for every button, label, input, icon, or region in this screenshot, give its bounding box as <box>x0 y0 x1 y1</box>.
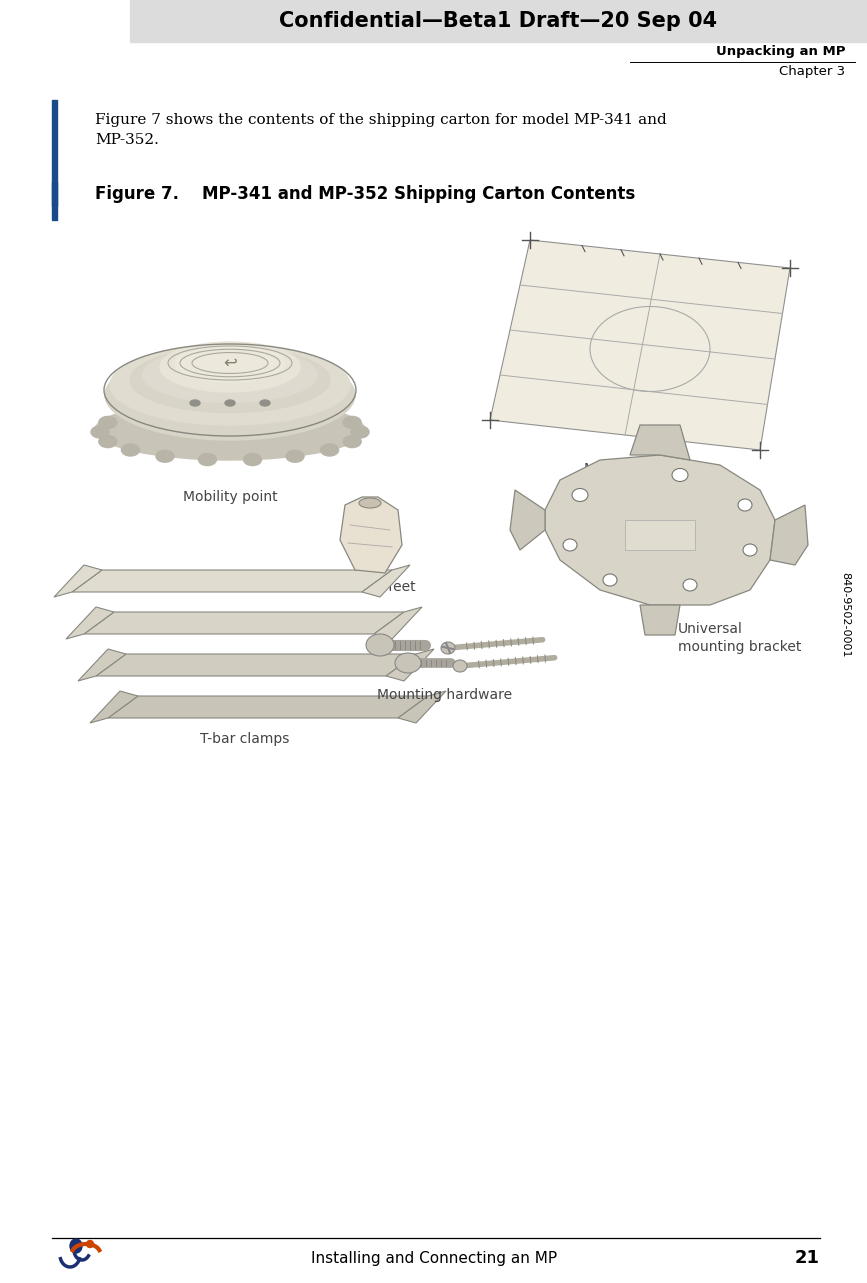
Polygon shape <box>78 649 126 681</box>
Ellipse shape <box>395 653 421 674</box>
Ellipse shape <box>70 1239 82 1253</box>
Text: Unpacking an MP: Unpacking an MP <box>715 45 845 59</box>
Bar <box>52 100 57 219</box>
Text: Chapter 3: Chapter 3 <box>779 65 845 78</box>
Ellipse shape <box>199 454 217 466</box>
Ellipse shape <box>321 444 339 455</box>
Ellipse shape <box>156 402 174 413</box>
Ellipse shape <box>572 489 588 502</box>
Ellipse shape <box>87 1241 94 1247</box>
Ellipse shape <box>142 348 317 403</box>
Text: Rubber feet: Rubber feet <box>334 580 416 594</box>
Ellipse shape <box>160 343 300 393</box>
Ellipse shape <box>683 579 697 591</box>
Text: Universal
mounting bracket: Universal mounting bracket <box>678 622 801 654</box>
Ellipse shape <box>286 402 304 413</box>
Bar <box>52 182 57 207</box>
Text: Installing and Connecting an MP: Installing and Connecting an MP <box>311 1251 557 1265</box>
Polygon shape <box>490 240 790 450</box>
Polygon shape <box>386 649 434 681</box>
Ellipse shape <box>351 426 369 438</box>
Ellipse shape <box>99 417 117 429</box>
Ellipse shape <box>99 435 117 448</box>
Polygon shape <box>84 612 404 634</box>
Ellipse shape <box>343 417 362 429</box>
Polygon shape <box>362 565 410 597</box>
Ellipse shape <box>743 544 757 556</box>
Ellipse shape <box>91 426 109 438</box>
Polygon shape <box>72 570 392 591</box>
Ellipse shape <box>199 399 217 411</box>
Ellipse shape <box>121 444 140 455</box>
Polygon shape <box>108 695 428 718</box>
Polygon shape <box>640 606 680 635</box>
Bar <box>625 520 695 550</box>
Polygon shape <box>374 607 422 639</box>
Ellipse shape <box>603 574 617 586</box>
Text: Mounting hardware: Mounting hardware <box>377 688 512 702</box>
Ellipse shape <box>175 344 285 382</box>
Polygon shape <box>340 497 402 574</box>
Polygon shape <box>96 654 416 676</box>
Text: Confidential—Beta1 Draft—20 Sep 04: Confidential—Beta1 Draft—20 Sep 04 <box>279 12 717 31</box>
Polygon shape <box>398 692 446 724</box>
Ellipse shape <box>156 450 174 462</box>
Ellipse shape <box>95 400 365 461</box>
Ellipse shape <box>225 400 235 405</box>
Ellipse shape <box>343 435 362 448</box>
Ellipse shape <box>359 498 381 508</box>
Ellipse shape <box>121 408 140 420</box>
Polygon shape <box>770 506 808 565</box>
Ellipse shape <box>110 345 350 425</box>
Ellipse shape <box>244 454 262 466</box>
Ellipse shape <box>286 450 304 462</box>
Polygon shape <box>545 455 775 606</box>
Ellipse shape <box>190 400 200 405</box>
Ellipse shape <box>441 642 455 654</box>
Ellipse shape <box>738 499 752 511</box>
Text: ↩: ↩ <box>223 354 237 372</box>
Ellipse shape <box>260 400 270 405</box>
Ellipse shape <box>130 348 330 413</box>
Bar <box>130 0 867 42</box>
Text: Mounting template: Mounting template <box>583 462 716 476</box>
Text: Figure 7 shows the contents of the shipping carton for model MP-341 and
MP-352.: Figure 7 shows the contents of the shipp… <box>95 113 667 148</box>
Text: 21: 21 <box>795 1248 820 1268</box>
Ellipse shape <box>563 539 577 550</box>
Polygon shape <box>54 565 102 597</box>
Ellipse shape <box>453 659 467 672</box>
Polygon shape <box>510 490 545 550</box>
Polygon shape <box>66 607 114 639</box>
Ellipse shape <box>672 468 688 481</box>
Ellipse shape <box>321 408 339 420</box>
Ellipse shape <box>366 634 394 656</box>
Polygon shape <box>630 425 690 461</box>
Ellipse shape <box>105 350 355 440</box>
Text: T-bar clamps: T-bar clamps <box>200 733 290 745</box>
Polygon shape <box>90 692 138 724</box>
Text: Figure 7.    MP-341 and MP-352 Shipping Carton Contents: Figure 7. MP-341 and MP-352 Shipping Car… <box>95 185 636 203</box>
Text: Mobility point: Mobility point <box>183 490 277 504</box>
Ellipse shape <box>244 399 262 411</box>
Text: 840-9502-0001: 840-9502-0001 <box>840 572 850 658</box>
